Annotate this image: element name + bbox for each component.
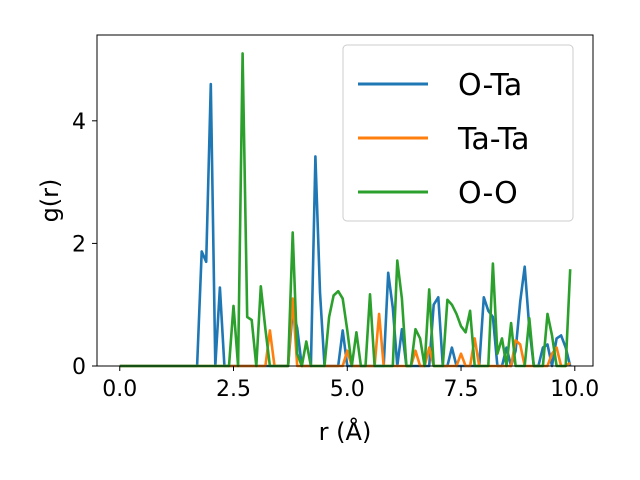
y-axis-ticks: 0 2 4 [72,110,97,380]
x-axis-label: r (Å) [319,417,372,446]
legend-label: O-O [458,176,518,211]
legend-label: O-Ta [458,68,522,103]
y-tick-label: 2 [72,232,86,257]
y-axis-label: g(r) [36,179,64,223]
x-tick-label: 5.0 [330,377,365,402]
x-tick-label: 7.5 [444,377,479,402]
plot-frame [96,34,594,367]
y-tick-label: 4 [72,110,86,135]
y-tick-label: 0 [72,355,86,380]
legend-label: Ta-Ta [457,122,530,157]
x-tick-label: 2.5 [216,377,251,402]
legend: O-Ta Ta-Ta O-O [342,44,574,222]
x-tick-label: 0.0 [102,377,137,402]
legend-box [342,44,574,222]
x-tick-label: 10.0 [550,377,599,402]
x-axis-ticks: 0.0 2.5 5.0 7.5 10.0 [102,366,599,402]
